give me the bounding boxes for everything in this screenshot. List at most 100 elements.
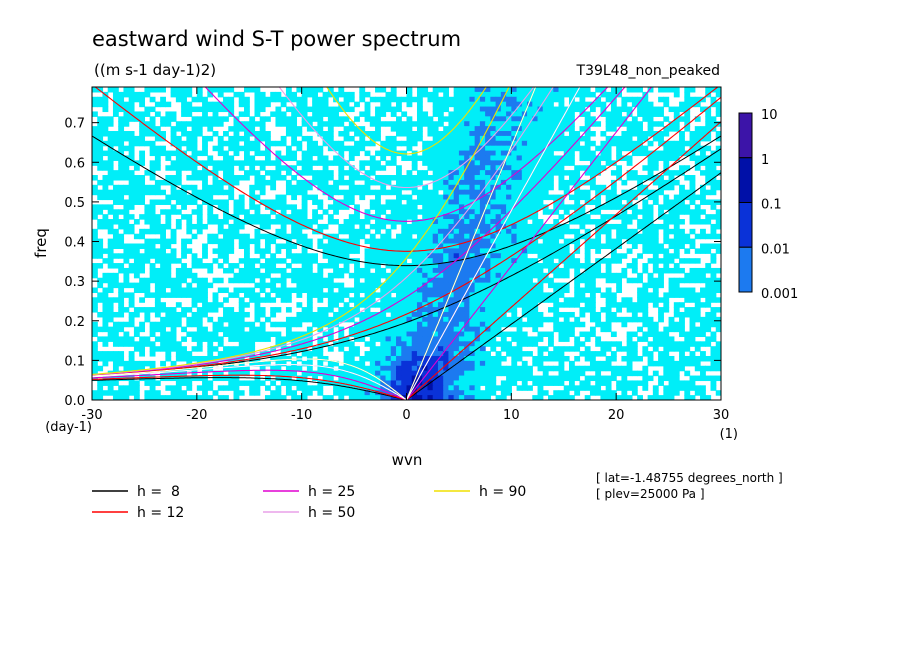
heatmap-cell: [647, 170, 654, 176]
heatmap-cell: [359, 233, 366, 240]
heatmap-cell: [626, 346, 633, 352]
heatmap-cell: [133, 189, 140, 196]
heatmap-cell: [249, 145, 256, 152]
heatmap-cell: [658, 223, 664, 230]
heatmap-cell: [527, 302, 533, 308]
heatmap-cell: [595, 287, 602, 294]
heatmap-cell: [616, 253, 623, 259]
heatmap-cell: [694, 355, 701, 362]
heatmap-cell: [165, 214, 172, 220]
heatmap-cell: [464, 360, 470, 367]
heatmap-cell: [506, 223, 512, 230]
heatmap-cell: [453, 277, 460, 284]
heatmap-cell: [710, 331, 717, 338]
heatmap-cell: [354, 189, 360, 196]
heatmap-cell: [354, 297, 360, 303]
heatmap-cell: [196, 150, 203, 157]
heatmap-cell: [254, 258, 261, 264]
heatmap-cell: [406, 101, 413, 108]
heatmap-cell: [118, 91, 125, 98]
heatmap-cell: [212, 346, 219, 352]
heatmap-cell: [317, 282, 324, 289]
heatmap-cell: [443, 351, 450, 357]
heatmap-cell: [663, 263, 670, 269]
heatmap-cell: [610, 101, 617, 108]
heatmap-cell: [427, 194, 434, 201]
heatmap-cell: [375, 277, 381, 284]
heatmap-cell: [663, 131, 670, 137]
heatmap-cell: [322, 311, 329, 318]
heatmap-cell: [605, 140, 612, 147]
heatmap-cell: [516, 131, 523, 137]
heatmap-cell: [474, 219, 481, 225]
heatmap-cell: [359, 287, 366, 294]
heatmap-cell: [621, 189, 628, 196]
heatmap-cell: [107, 131, 114, 137]
heatmap-cell: [432, 175, 439, 181]
heatmap-cell: [212, 219, 219, 225]
heatmap-cell: [553, 228, 560, 235]
heatmap-cell: [548, 209, 554, 215]
heatmap-cell: [144, 248, 151, 254]
heatmap-cell: [500, 106, 507, 113]
heatmap-cell: [354, 228, 360, 235]
heatmap-cell: [390, 126, 397, 132]
heatmap-cell: [579, 165, 586, 171]
heatmap-cell: [280, 214, 287, 220]
heatmap-cell: [233, 351, 240, 357]
heatmap-cell: [589, 184, 596, 191]
heatmap-cell: [568, 96, 575, 103]
heatmap-cell: [616, 287, 623, 294]
heatmap-cell: [160, 238, 166, 245]
heatmap-cell: [264, 263, 271, 269]
heatmap-cell: [249, 272, 256, 279]
heatmap-cell: [495, 111, 502, 117]
heatmap-cell: [343, 287, 350, 294]
heatmap-cell: [626, 277, 633, 284]
heatmap-cell: [401, 228, 408, 235]
heatmap-cell: [490, 179, 497, 186]
heatmap-cell: [228, 155, 235, 161]
heatmap-cell: [170, 204, 177, 210]
heatmap-cell: [102, 336, 109, 342]
heatmap-cell: [574, 189, 581, 196]
heatmap-cell: [343, 116, 350, 122]
heatmap-cell: [396, 194, 402, 201]
heatmap-cell: [416, 194, 423, 201]
heatmap-cell: [537, 277, 544, 284]
heatmap-cell: [154, 238, 161, 245]
heatmap-cell: [464, 263, 470, 269]
heatmap-cell: [364, 302, 371, 308]
heatmap-cell: [684, 238, 691, 245]
heatmap-cell: [684, 346, 691, 352]
heatmap-cell: [511, 116, 518, 122]
heatmap-cell: [458, 277, 465, 284]
heatmap-cell: [354, 175, 360, 181]
heatmap-cell: [479, 248, 486, 254]
heatmap-cell: [474, 199, 481, 205]
heatmap-cell: [458, 248, 465, 254]
heatmap-cell: [411, 292, 418, 298]
heatmap-cell: [479, 155, 486, 161]
heatmap-cell: [317, 223, 324, 230]
heatmap-cell: [479, 351, 486, 357]
heatmap-cell: [327, 248, 334, 254]
heatmap-cell: [296, 302, 303, 308]
heatmap-cell: [521, 209, 528, 215]
heatmap-cell: [715, 243, 721, 249]
heatmap-cell: [223, 233, 229, 240]
heatmap-cell: [532, 189, 539, 196]
heatmap-cell: [579, 189, 586, 196]
heatmap-cell: [605, 287, 612, 294]
heatmap-cell: [322, 155, 329, 161]
heatmap-cell: [469, 189, 476, 196]
heatmap-cell: [668, 360, 675, 367]
heatmap-cell: [605, 214, 612, 220]
heatmap-cell: [380, 302, 387, 308]
heatmap-cell: [464, 184, 470, 191]
heatmap-cell: [301, 238, 308, 245]
heatmap-cell: [291, 106, 298, 113]
heatmap-cell: [474, 106, 481, 113]
heatmap-cell: [296, 126, 303, 132]
heatmap-cell: [658, 140, 664, 147]
